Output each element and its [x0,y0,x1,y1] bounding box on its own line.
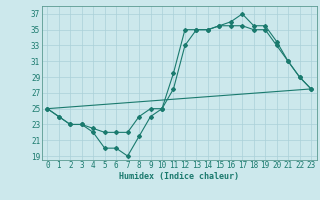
X-axis label: Humidex (Indice chaleur): Humidex (Indice chaleur) [119,172,239,181]
